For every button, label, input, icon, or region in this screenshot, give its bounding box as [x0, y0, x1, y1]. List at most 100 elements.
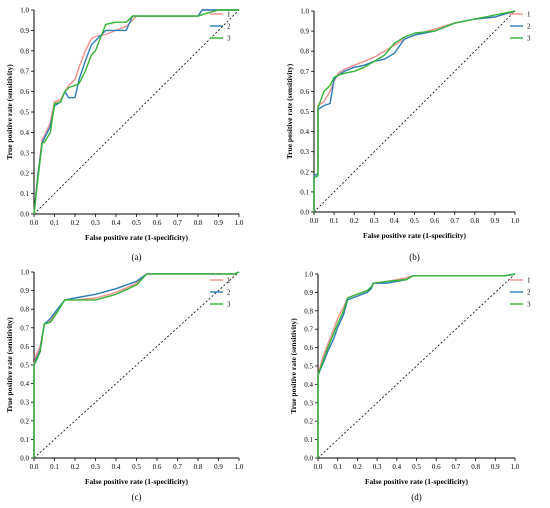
y-tick-label: 0.1 [20, 436, 29, 444]
legend-label: 3 [227, 301, 231, 309]
y-tick-label: 0.6 [304, 344, 313, 352]
legend-label: 3 [527, 35, 531, 43]
x-tick-label: 0.3 [373, 463, 382, 471]
y-tick-label: 0.0 [300, 209, 309, 217]
y-tick-label: 0.1 [20, 190, 29, 198]
legend-label: 1 [527, 277, 531, 285]
y-tick-label: 0.4 [304, 381, 313, 389]
series-line-3 [33, 9, 239, 215]
x-tick-label: 0.4 [112, 463, 121, 471]
legend-label: 2 [227, 23, 231, 31]
x-tick-label: 0.5 [410, 217, 419, 225]
chart-panel-4: 0.0 0.1 0.2 0.3 0.4 0.5 0.6 0.7 0.8 0.9 1.0 0.0 0.1 0… [289, 271, 531, 503]
x-tick-label: 0.2 [350, 217, 359, 225]
y-tick-label: 0.4 [20, 380, 29, 388]
x-tick-label: 0.9 [214, 219, 223, 227]
x-tick-label: 0.8 [194, 463, 203, 471]
y-tick-label: 0.1 [300, 188, 309, 196]
x-tick-label: 0.7 [452, 463, 461, 471]
x-tick-label: 0.0 [310, 217, 319, 225]
y-tick-label: 0.0 [304, 455, 313, 463]
y-axis-label: True positive rate (sensitivity) [5, 64, 14, 160]
y-axis-label: True positive rate (sensitivity) [285, 63, 294, 159]
x-tick-label: 0.6 [153, 219, 162, 227]
x-tick-label: 0.1 [50, 463, 59, 471]
x-tick-label: 0.3 [91, 463, 100, 471]
y-tick-label: 0.5 [20, 362, 29, 370]
x-tick-label: 0.2 [71, 463, 80, 471]
chart-panel-2: 0.0 0.1 0.2 0.3 0.4 0.5 0.6 0.7 0.8 0.9 1.0 0.0 0.1 0… [285, 8, 531, 263]
chart-panel-1: 0.0 0.1 0.2 0.3 0.4 0.5 0.6 0.7 0.8 0.9 1.0 0.0 0.1 0… [5, 7, 244, 263]
x-tick-label: 0.5 [132, 463, 141, 471]
legend-label: 3 [227, 35, 231, 43]
x-tick-label: 1.0 [235, 219, 244, 227]
x-tick-label: 0.0 [314, 463, 323, 471]
panel-label: (b) [409, 252, 420, 262]
y-tick-label: 0.9 [300, 28, 309, 36]
y-tick-label: 0.2 [20, 170, 29, 178]
x-tick-label: 0.6 [430, 217, 439, 225]
y-tick-label: 0.9 [20, 287, 29, 295]
x-tick-label: 0.4 [112, 219, 121, 227]
x-tick-label: 0.6 [432, 463, 441, 471]
y-tick-label: 0.6 [20, 88, 29, 96]
x-tick-label: 0.7 [173, 219, 182, 227]
y-tick-label: 0.5 [304, 363, 313, 371]
x-tick-label: 1.0 [511, 217, 520, 225]
x-tick-label: 0.2 [71, 219, 80, 227]
y-tick-label: 0.9 [304, 289, 313, 297]
y-tick-label: 0.8 [20, 47, 29, 55]
x-axis-label: False positive rate (1-specificity) [365, 477, 469, 486]
y-tick-label: 0.6 [300, 88, 309, 96]
x-tick-label: 0.9 [491, 463, 500, 471]
y-tick-label: 0.0 [20, 211, 29, 219]
legend-label: 3 [527, 301, 531, 309]
y-axis-label: True positive rate (sensitivity) [289, 318, 298, 414]
x-tick-label: 0.4 [392, 463, 401, 471]
x-axis-label: False positive rate (1-specificity) [85, 477, 189, 486]
x-tick-label: 0.0 [30, 463, 39, 471]
panel-label: (c) [132, 492, 142, 502]
x-tick-label: 0.5 [412, 463, 421, 471]
y-tick-label: 1.0 [20, 7, 29, 15]
x-tick-label: 0.1 [333, 463, 342, 471]
x-tick-label: 1.0 [511, 463, 520, 471]
x-axis-label: False positive rate (1-specificity) [363, 231, 467, 240]
y-tick-label: 0.5 [300, 108, 309, 116]
series-line-3 [317, 273, 516, 458]
y-tick-label: 0.2 [20, 417, 29, 425]
x-tick-label: 0.3 [91, 219, 100, 227]
y-tick-label: 0.9 [20, 27, 29, 35]
x-tick-label: 0.5 [132, 219, 141, 227]
legend-label: 2 [527, 289, 531, 297]
y-tick-label: 0.0 [20, 455, 29, 463]
y-tick-label: 1.0 [304, 271, 313, 279]
x-axis-label: False positive rate (1-specificity) [85, 233, 189, 242]
x-tick-label: 0.1 [330, 217, 339, 225]
x-tick-label: 0.8 [194, 219, 203, 227]
y-tick-label: 0.7 [304, 326, 313, 334]
y-tick-label: 0.4 [300, 128, 309, 136]
series-line-3 [313, 10, 516, 212]
reference-diagonal-line [317, 273, 516, 459]
legend-label: 1 [227, 11, 231, 19]
legend-label: 2 [527, 23, 531, 31]
y-tick-label: 1.0 [20, 269, 29, 277]
chart-panel-3: 0.0 0.1 0.2 0.3 0.4 0.5 0.6 0.7 0.8 0.9 1.0 0.0 0.1 0… [5, 269, 244, 503]
x-tick-label: 1.0 [235, 463, 244, 471]
x-tick-label: 0.8 [471, 463, 480, 471]
y-tick-label: 0.7 [300, 68, 309, 76]
x-tick-label: 0.9 [214, 463, 223, 471]
y-tick-label: 0.7 [20, 68, 29, 76]
y-tick-label: 0.8 [300, 48, 309, 56]
y-tick-label: 0.8 [20, 306, 29, 314]
reference-diagonal-line [33, 9, 240, 215]
x-tick-label: 0.2 [353, 463, 362, 471]
x-tick-label: 0.4 [390, 217, 399, 225]
y-tick-label: 0.3 [20, 399, 29, 407]
x-tick-label: 0.7 [173, 463, 182, 471]
y-tick-label: 0.6 [20, 343, 29, 351]
x-tick-label: 0.8 [470, 217, 479, 225]
legend-label: 1 [227, 277, 231, 285]
